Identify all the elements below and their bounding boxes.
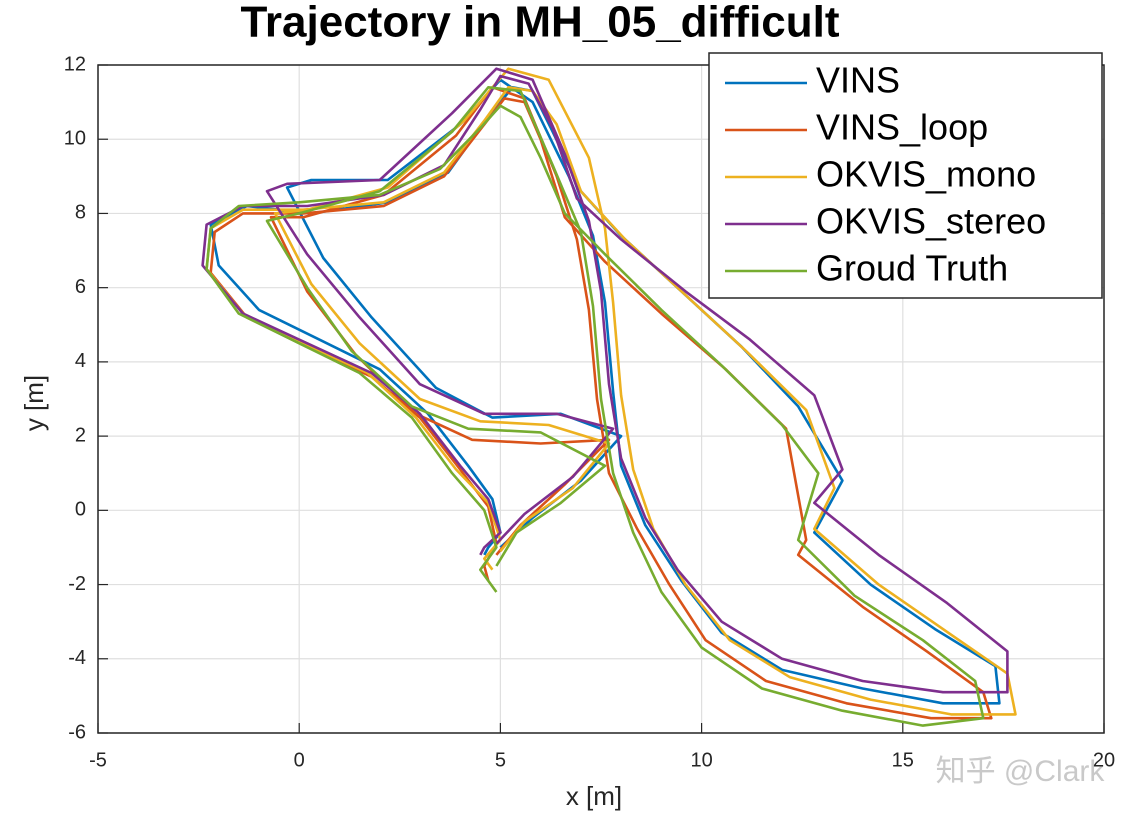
y-tick-label: -6 <box>68 721 86 743</box>
legend-box <box>708 52 1103 299</box>
legend: VINS VINS_loop OKVIS_mono OKVIS_stereo Groud… <box>708 52 1103 299</box>
legend-label: OKVIS_mono <box>816 154 1036 195</box>
y-tick-label: 6 <box>75 276 86 298</box>
y-tick-label: 2 <box>75 424 86 446</box>
y-tick-label: 12 <box>64 53 86 75</box>
y-tick-label: 4 <box>75 350 86 372</box>
legend-label: VINS <box>816 60 900 101</box>
y-tick-label: 8 <box>75 202 86 224</box>
trajectory-line <box>205 86 985 727</box>
x-axis-label: x [m] <box>566 781 622 811</box>
y-tick-label: -2 <box>68 573 86 595</box>
x-tick-label: 20 <box>1093 749 1115 771</box>
trajectory-line <box>201 67 1009 694</box>
y-tick-label: -4 <box>68 647 86 669</box>
y-axis-label: y [m] <box>19 375 49 431</box>
x-tick-label: 10 <box>690 749 712 771</box>
trajectory-line <box>209 78 1001 705</box>
x-tick-label: 15 <box>892 749 914 771</box>
legend-label: VINS_loop <box>816 107 988 148</box>
legend-label: OKVIS_stereo <box>816 201 1046 242</box>
plot-frame <box>97 64 1105 734</box>
chart-title: Trajectory in MH_05_difficult <box>240 0 839 47</box>
y-tick-label: 10 <box>64 128 86 150</box>
lines <box>201 67 1017 727</box>
watermark: 知乎 @Clark <box>936 755 1106 788</box>
x-tick-label: -5 <box>89 749 107 771</box>
x-tick-label: 5 <box>495 749 506 771</box>
legend-label: Groud Truth <box>816 248 1008 289</box>
x-tick-label: 0 <box>294 749 305 771</box>
y-tick-label: 0 <box>75 499 86 521</box>
